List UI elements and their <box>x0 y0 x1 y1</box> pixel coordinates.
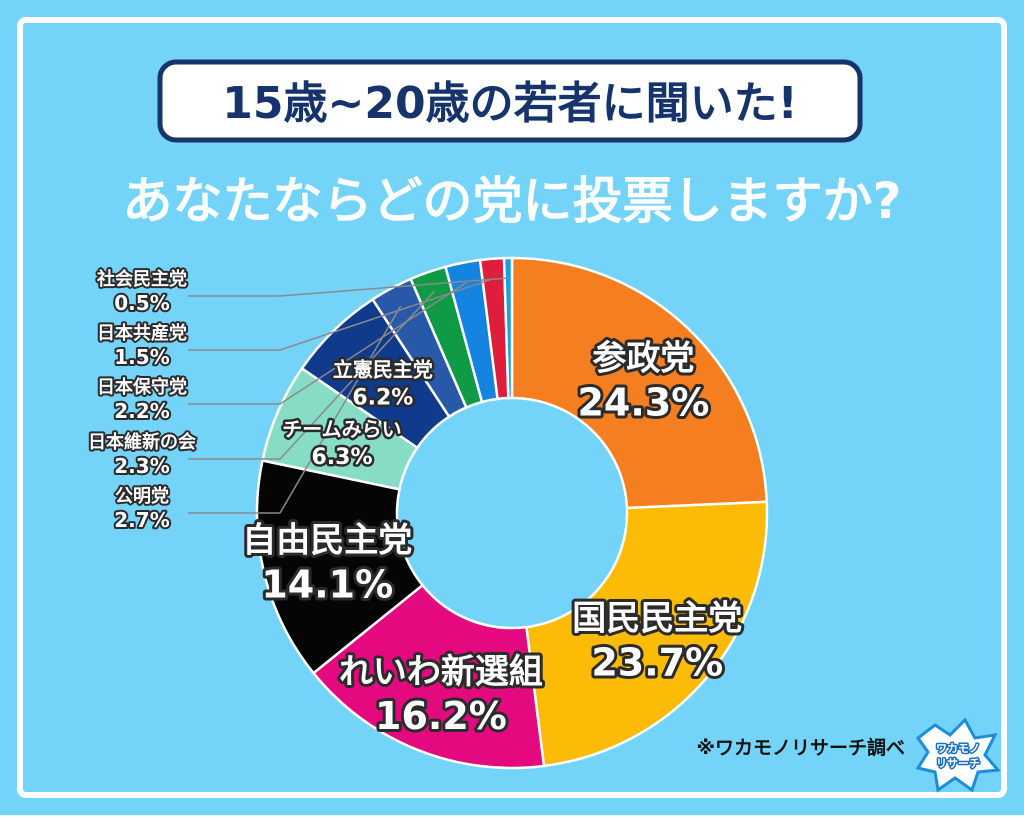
slice-0 <box>510 256 769 510</box>
slice-name-label: 日本維新の会 <box>88 431 196 453</box>
leader-line <box>188 277 509 297</box>
slice-3 <box>255 459 425 675</box>
slice-value-label: 1.5% <box>114 345 169 369</box>
slice-name-label: 自由民主党 <box>242 520 412 560</box>
slice-value-label: 6.3% <box>311 445 372 470</box>
subtitle: あなたならどの党に投票しますか? <box>122 172 901 230</box>
leader-line <box>188 305 402 514</box>
source-note: ※ワカモノリサーチ調べ <box>697 736 905 759</box>
slice-name-label: 日本保守党 <box>97 376 187 398</box>
slice-value-label: 24.3% <box>577 381 709 425</box>
slice-value-label: 2.7% <box>114 508 169 532</box>
slice-value-label: 6.2% <box>352 386 413 411</box>
slice-value-label: 0.5% <box>114 291 169 315</box>
slice-value-label: 2.2% <box>114 399 169 423</box>
slice-name-label: 国民民主党 <box>572 598 742 638</box>
svg-text:リサーチ: リサーチ <box>936 757 980 770</box>
slice-2 <box>311 583 546 770</box>
title: 15歳~20歳の若者に聞いた! <box>222 78 797 129</box>
title-box <box>157 59 863 143</box>
slice-name-label: 参政党 <box>592 339 694 379</box>
slice-10 <box>502 256 514 400</box>
frame <box>17 17 1007 798</box>
slice-name-label: 立憲民主党 <box>333 358 433 382</box>
svg-text:ワカモノ: ワカモノ <box>936 742 980 755</box>
slice-value-label: 23.7% <box>591 640 723 684</box>
slice-name-label: チームみらい <box>282 417 401 441</box>
slice-1 <box>525 500 769 768</box>
slice-name-label: 社会民主党 <box>97 268 187 290</box>
slice-name-label: 公明党 <box>115 485 169 507</box>
leader-line <box>188 290 436 460</box>
leader-line <box>188 278 494 351</box>
slice-name-label: 日本共産党 <box>97 322 187 344</box>
slice-value-label: 14.1% <box>261 562 393 606</box>
slice-value-label: 2.3% <box>114 454 169 478</box>
logo: ワカモノ リサーチ <box>915 717 1002 793</box>
slice-name-label: れいわ新選組 <box>339 652 543 692</box>
slice-value-label: 16.2% <box>375 694 507 738</box>
